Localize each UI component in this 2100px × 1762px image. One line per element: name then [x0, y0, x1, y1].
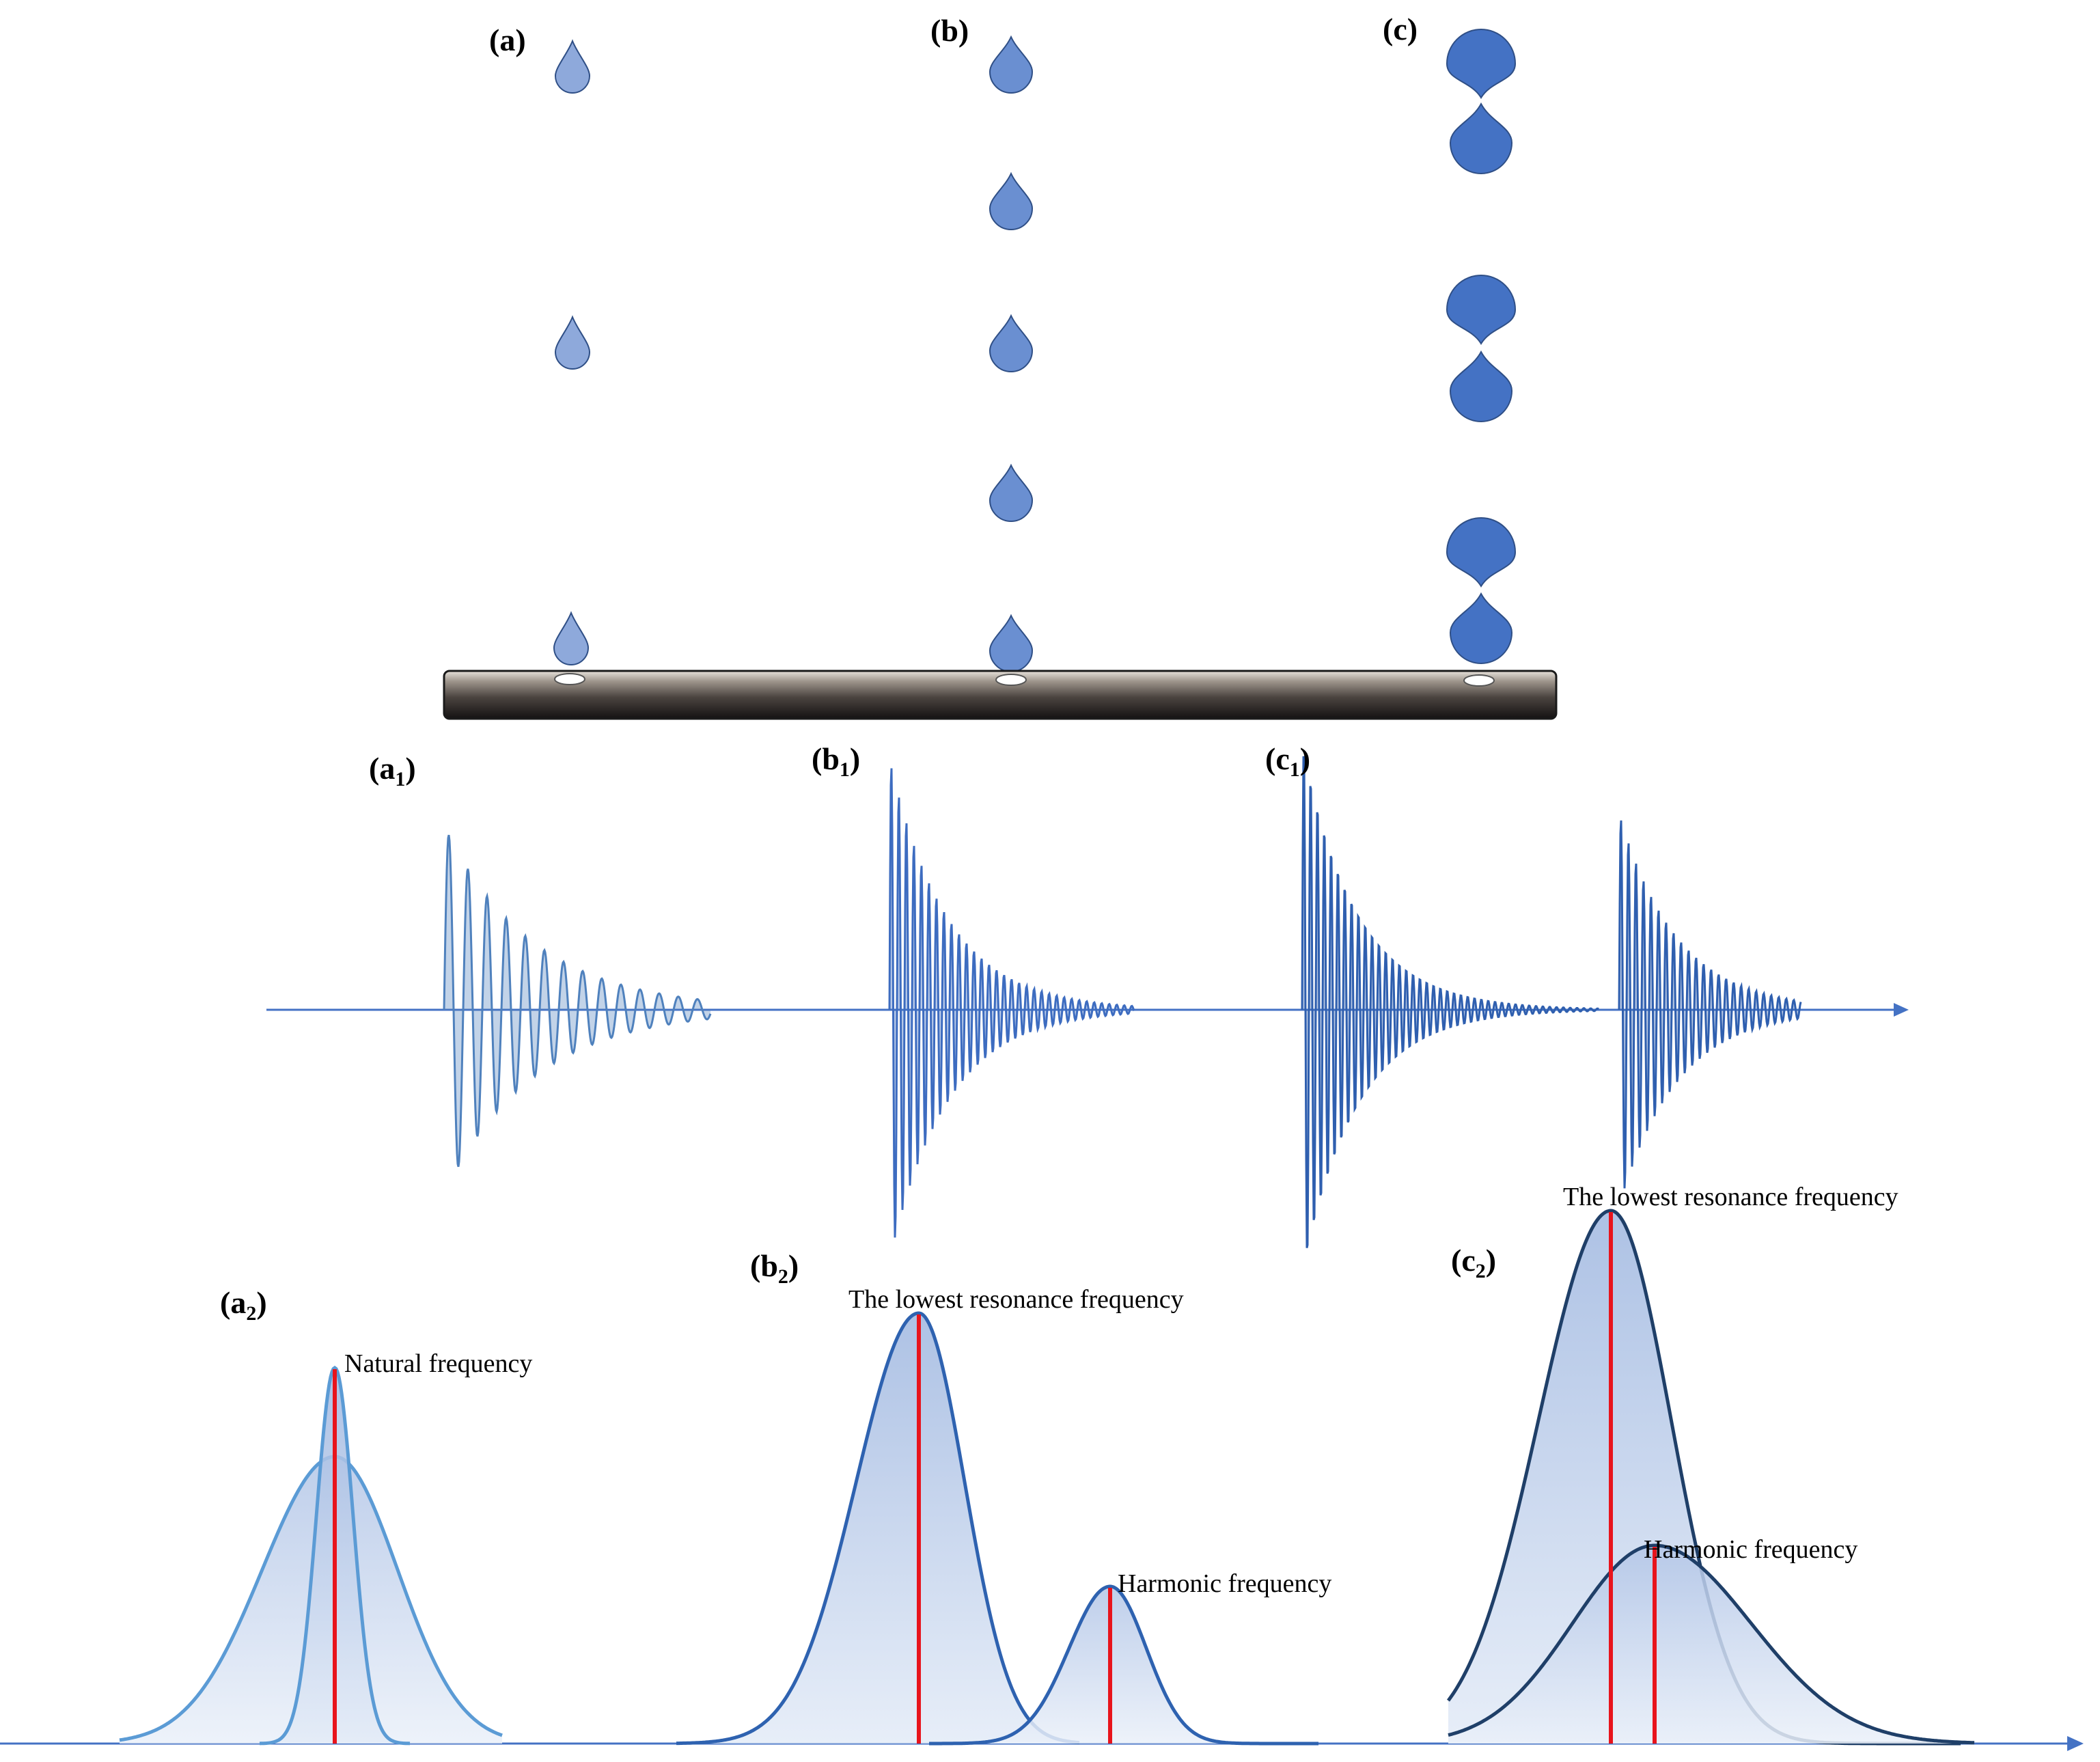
frequency-axis-arrow-icon [2067, 1736, 2084, 1751]
spectrum-broad-peak-a2 [119, 1455, 503, 1742]
signal-waveform-a1 [443, 834, 712, 1168]
droplet-c [1446, 275, 1517, 345]
signal-waveform-a1-fill [444, 835, 710, 1167]
panel-label-b: (b) [930, 13, 969, 48]
spectrum-harmonic-peak-b2 [929, 1584, 1318, 1746]
signal-group [443, 756, 1802, 1248]
droplet-c [1449, 102, 1513, 174]
annotation-harmonic-b: Harmonic frequency [1118, 1569, 1331, 1598]
impact-spot-c [1463, 674, 1495, 687]
annotation-lowest-resonance-c: The lowest resonance frequency [1563, 1183, 1898, 1211]
annotation-lowest-resonance-b: The lowest resonance frequency [848, 1285, 1184, 1314]
droplet-c [1446, 29, 1517, 99]
droplet-b [989, 171, 1034, 230]
spectrum-harmonic-peak-c2 [1448, 1543, 1975, 1745]
droplet-b [989, 463, 1034, 522]
droplet-panel: (a) (b) (c) [489, 12, 1517, 672]
droplet-c [1449, 592, 1513, 664]
spectrum-label-b2: (b2) [750, 1248, 799, 1288]
droplet-group [553, 29, 1517, 672]
spectrum-label-c2: (c2) [1451, 1243, 1496, 1282]
spectrum-lowest-peak-b2-fill [676, 1313, 1079, 1744]
spectrum-lowest-peak-c2-fill [1448, 1211, 1961, 1744]
spectrum-group [119, 1209, 1975, 1746]
spectrum-panel: (a2) (b2) (c2) Natural frequency The low… [0, 1183, 2084, 1751]
pipe [443, 670, 1558, 720]
time-axis-arrow-icon [1894, 1003, 1909, 1017]
signal-label-a1: (a1) [369, 751, 416, 790]
droplet-a [553, 611, 590, 665]
droplet-a [554, 315, 591, 370]
droplet-b [989, 314, 1034, 372]
signal-waveform-b1 [888, 768, 1135, 1238]
droplet-c [1446, 517, 1517, 588]
annotation-harmonic-c: Harmonic frequency [1644, 1535, 1857, 1564]
panel-label-a: (a) [489, 23, 526, 57]
droplet-c [1449, 350, 1513, 422]
signal-label-b1: (b1) [812, 741, 860, 781]
signal-waveform-c1-second [1618, 820, 1802, 1189]
spectrum-harmonic-peak-b2-fill [929, 1586, 1318, 1744]
signal-waveform-c1 [1301, 756, 1599, 1248]
spectrum-lowest-peak-b2 [676, 1311, 1080, 1746]
panel-label-c: (c) [1383, 12, 1418, 46]
droplet-a [554, 39, 591, 94]
spectrum-harmonic-peak-c2-fill [1448, 1545, 1974, 1744]
impact-spot-b [995, 674, 1027, 686]
spectrum-natural-peak-a2 [259, 1365, 411, 1746]
impact-spot-a [554, 673, 585, 685]
annotation-natural-frequency: Natural frequency [344, 1349, 532, 1378]
droplet-b [989, 614, 1034, 672]
spectrum-label-a2: (a2) [220, 1285, 267, 1325]
signal-waveform-b1-fill [889, 768, 1134, 1238]
signal-panel: (a1) (b1) (c1) [266, 741, 1909, 1248]
droplet-b [989, 35, 1034, 94]
signal-label-c1: (c1) [1265, 741, 1310, 781]
